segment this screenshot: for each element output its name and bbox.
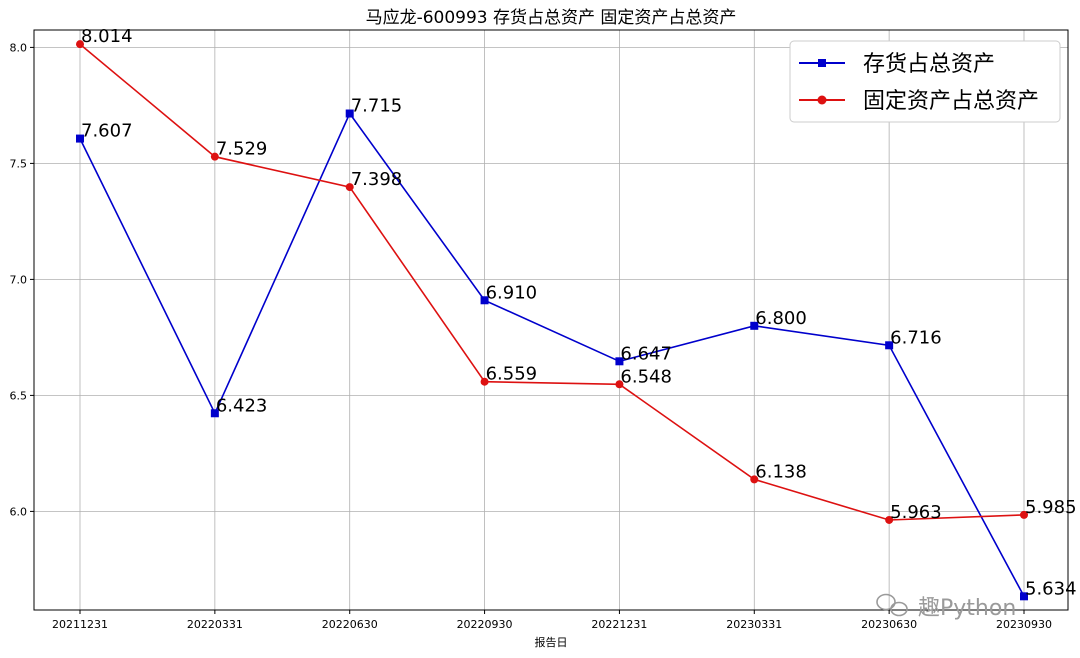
data-point bbox=[885, 515, 894, 524]
data-label: 8.014 bbox=[81, 26, 133, 47]
watermark: 趣Python bbox=[876, 593, 1016, 621]
data-point bbox=[76, 134, 84, 143]
data-point bbox=[615, 380, 624, 389]
watermark-text: 趣Python bbox=[918, 596, 1016, 621]
legend-label-fixed-assets: 固定资产占总资产 bbox=[863, 89, 1039, 114]
chart-title: 马应龙-600993 存货占总资产 固定资产占总资产 bbox=[366, 8, 737, 28]
data-point bbox=[345, 183, 354, 192]
data-point bbox=[1020, 592, 1028, 601]
x-tick-label: 20221231 bbox=[591, 618, 647, 631]
data-point bbox=[76, 40, 84, 49]
series-line bbox=[79, 43, 1025, 521]
y-tick-label: 6.0 bbox=[10, 505, 28, 518]
x-tick-label: 20230930 bbox=[996, 618, 1052, 631]
data-label: 6.559 bbox=[486, 364, 538, 385]
x-tick-label: 20230630 bbox=[861, 618, 917, 631]
x-tick-label: 20230331 bbox=[726, 618, 782, 631]
data-point bbox=[750, 321, 759, 330]
data-label: 6.800 bbox=[755, 308, 807, 329]
legend-item-fixed-assets: 固定资产占总资产 bbox=[799, 89, 1039, 114]
data-point bbox=[480, 296, 489, 305]
legend-label-inventory: 存货占总资产 bbox=[863, 52, 995, 77]
x-tick-label: 20220930 bbox=[457, 618, 513, 631]
series-layer bbox=[76, 40, 1028, 601]
legend-item-inventory: 存货占总资产 bbox=[799, 52, 995, 77]
data-label: 5.985 bbox=[1025, 497, 1077, 518]
x-tick-label: 20220331 bbox=[187, 618, 243, 631]
data-label: 6.647 bbox=[620, 343, 672, 364]
data-labels: 7.607 6.423 7.715 6.910 6.647 6.800 6.716 5.634… bbox=[81, 26, 1077, 599]
data-point bbox=[210, 409, 219, 418]
series-0 bbox=[76, 109, 1028, 601]
y-axis-ticks: 6.0 6.5 7.0 7.5 8.0 bbox=[10, 41, 34, 518]
data-label: 5.634 bbox=[1025, 578, 1077, 599]
data-label: 5.963 bbox=[890, 502, 942, 523]
data-point bbox=[885, 341, 894, 350]
data-point bbox=[345, 109, 354, 118]
legend: 存货占总资产 固定资产占总资产 bbox=[789, 40, 1061, 123]
series-line bbox=[79, 111, 1025, 597]
series-1 bbox=[76, 40, 1028, 524]
data-label: 6.423 bbox=[216, 395, 268, 416]
wechat-icon bbox=[876, 593, 908, 617]
data-label: 7.715 bbox=[351, 96, 403, 117]
x-tick-label: 20220630 bbox=[322, 618, 378, 631]
data-point bbox=[210, 152, 219, 161]
x-tick-label: 20211231 bbox=[52, 618, 108, 631]
x-axis-label: 报告日 bbox=[535, 635, 568, 649]
y-tick-label: 7.5 bbox=[10, 157, 28, 170]
legend-marker-fixed-assets bbox=[817, 95, 827, 105]
data-label: 6.548 bbox=[620, 366, 672, 387]
y-tick-label: 8.0 bbox=[10, 41, 28, 54]
data-label: 6.716 bbox=[890, 327, 942, 348]
data-point bbox=[480, 377, 489, 386]
data-label: 7.529 bbox=[216, 139, 268, 160]
legend-box bbox=[789, 40, 1061, 123]
y-tick-label: 7.0 bbox=[10, 273, 28, 286]
plot-frame bbox=[33, 29, 1069, 611]
data-label: 6.910 bbox=[486, 282, 538, 303]
data-label: 7.607 bbox=[81, 121, 133, 142]
data-point bbox=[750, 475, 759, 484]
data-point bbox=[615, 357, 624, 366]
legend-marker-inventory bbox=[818, 59, 826, 67]
data-label: 6.138 bbox=[755, 461, 807, 482]
y-tick-label: 6.5 bbox=[10, 389, 28, 402]
x-axis-ticks: 20211231 20220331 20220630 20220930 20221231… bbox=[52, 610, 1052, 631]
data-point bbox=[1020, 510, 1028, 519]
data-label: 7.398 bbox=[351, 169, 403, 190]
